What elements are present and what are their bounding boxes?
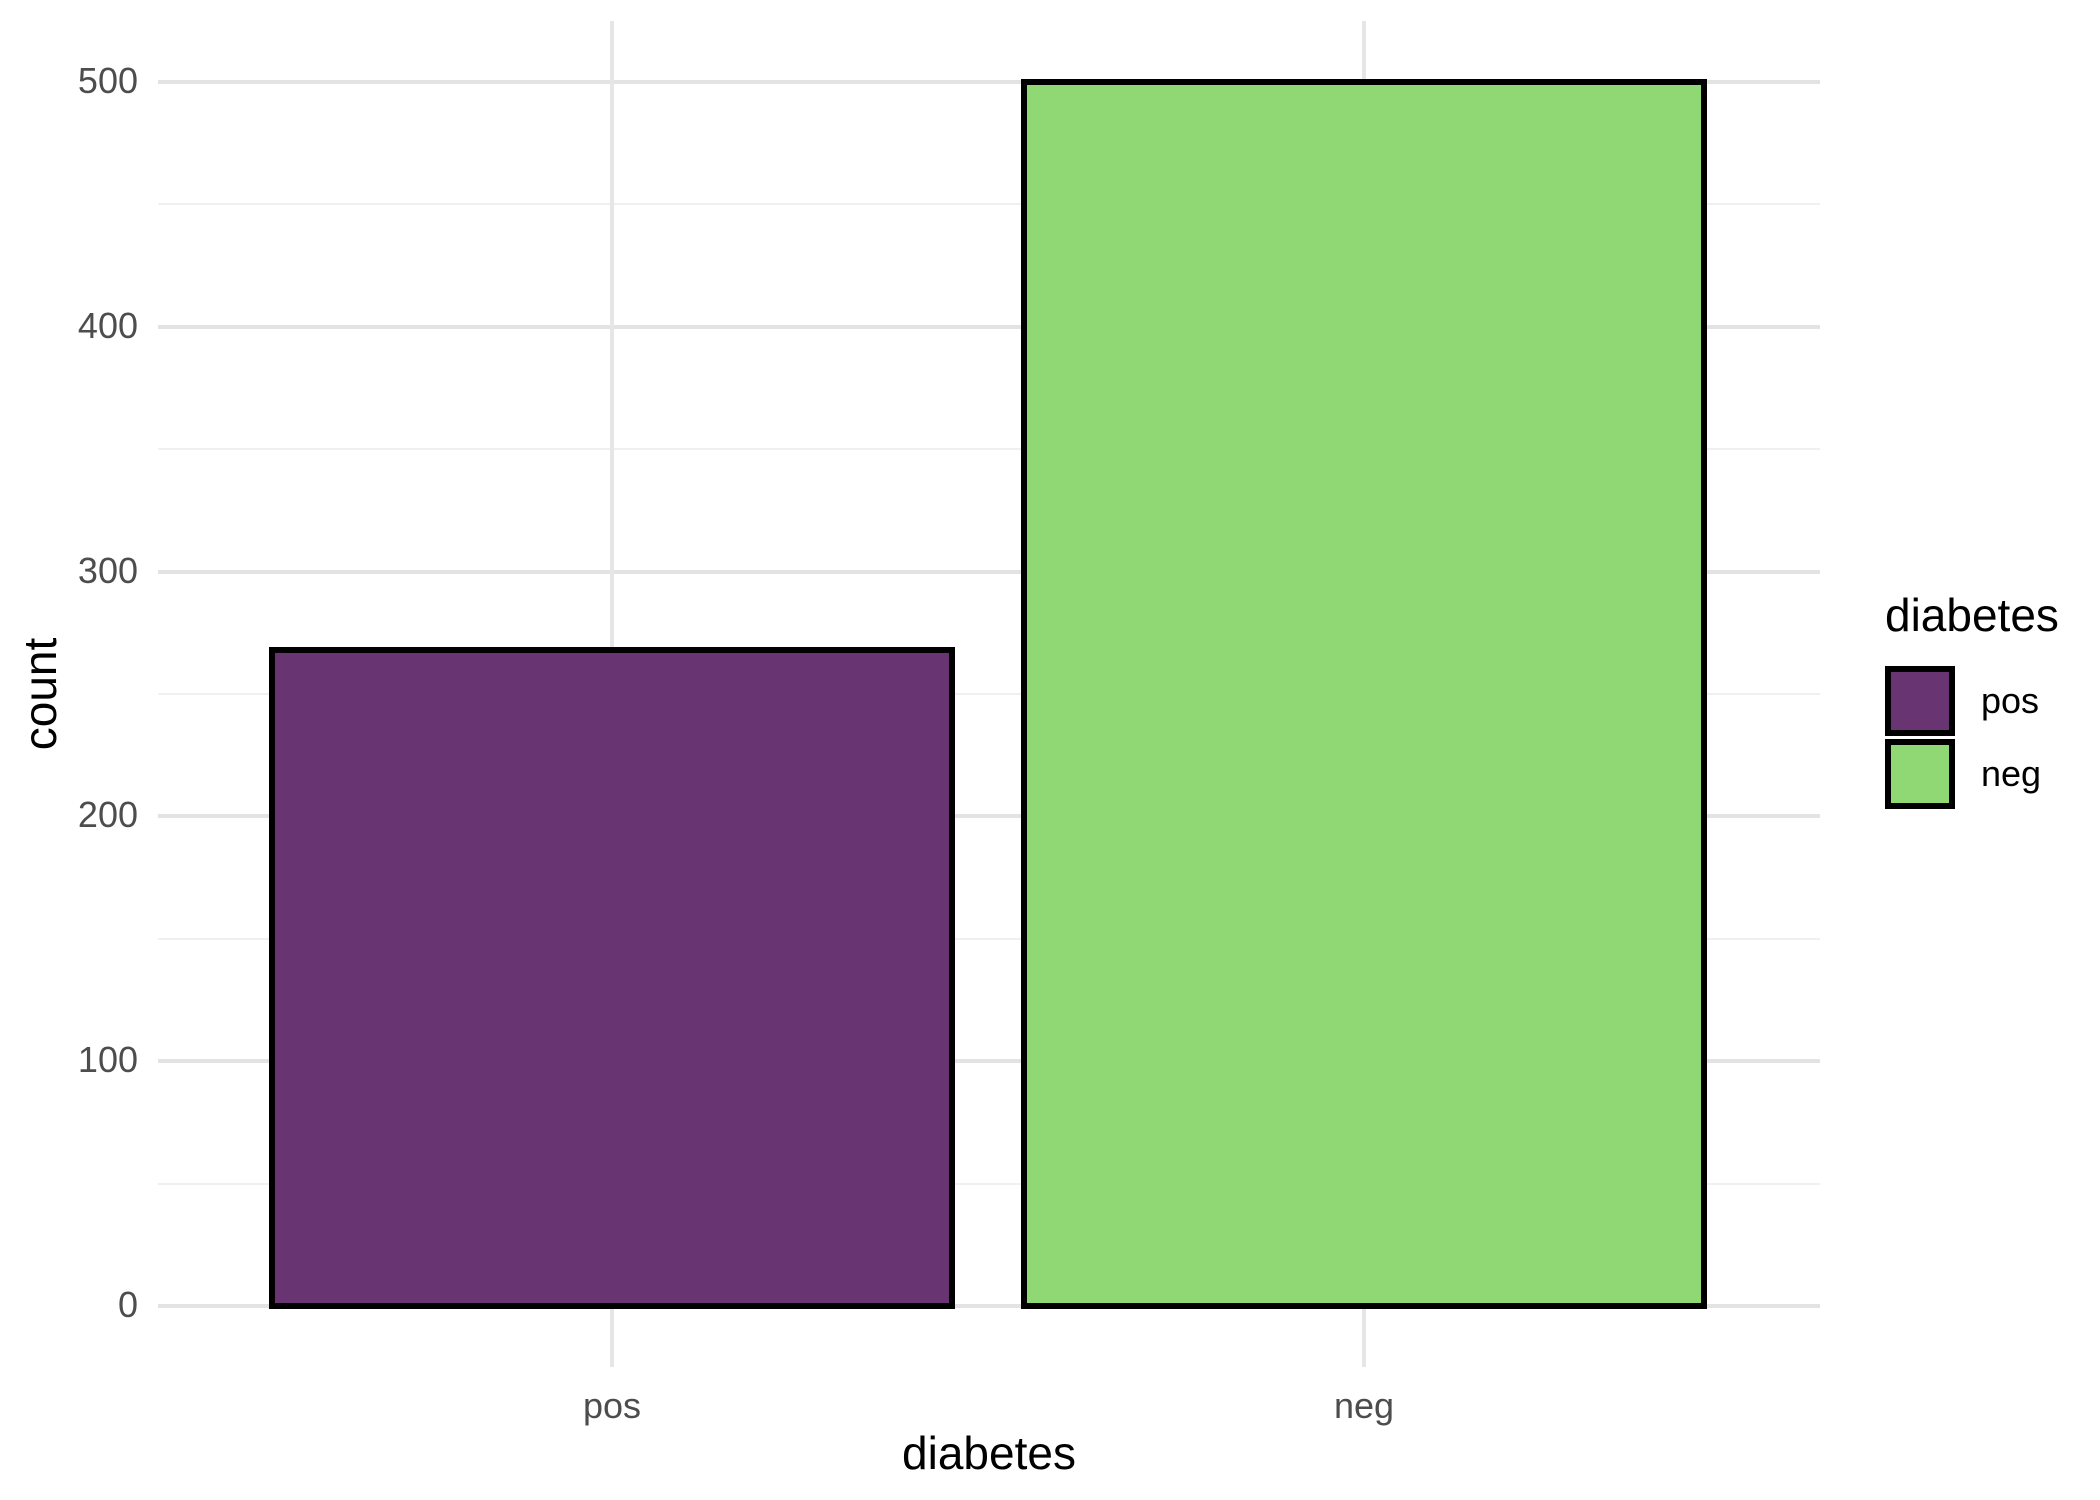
y-tick-label-0: 0 xyxy=(117,1284,138,1326)
bar-neg xyxy=(1021,79,1707,1309)
y-tick-label-200: 200 xyxy=(77,794,138,836)
x-tick-label-neg: neg xyxy=(1333,1385,1395,1426)
gridline-major-y300 xyxy=(158,569,1820,574)
x-axis-title: diabetes xyxy=(902,1427,1076,1479)
y-tick-label-300: 300 xyxy=(77,549,138,591)
y-tick-label-400: 400 xyxy=(77,304,138,346)
legend-label-pos: pos xyxy=(1981,680,2040,721)
y-tick-label-100: 100 xyxy=(77,1039,138,1081)
legend-key-neg-swatch xyxy=(1885,739,1955,809)
legend-key-pos-swatch xyxy=(1885,666,1955,736)
gridline-major-y500 xyxy=(158,80,1820,84)
gridline-minor-y450 xyxy=(158,203,1820,206)
legend: diabetes pos neg xyxy=(1885,588,2100,812)
gridline-minor-y150 xyxy=(158,937,1820,940)
legend-entry-neg: neg xyxy=(1885,739,2100,809)
gridline-minor-y350 xyxy=(158,448,1820,451)
legend-label-neg: neg xyxy=(1981,753,2042,794)
legend-entries: pos neg xyxy=(1885,666,2100,809)
gridline-major-y100 xyxy=(158,1059,1820,1064)
legend-title: diabetes xyxy=(1885,589,2059,641)
gridline-minor-y50 xyxy=(158,1182,1820,1185)
gridline-major-y0 xyxy=(158,1304,1820,1308)
gridline-minor-y250 xyxy=(158,693,1820,695)
gridline-major-y200 xyxy=(158,814,1820,819)
gridline-major-y400 xyxy=(158,324,1820,329)
legend-entry-pos: pos xyxy=(1885,666,2100,736)
plot-panel xyxy=(158,21,1820,1367)
y-tick-label-500: 500 xyxy=(77,60,138,102)
x-tick-label-pos: pos xyxy=(582,1385,642,1426)
y-axis-title: count xyxy=(14,637,66,751)
bar-pos xyxy=(269,646,955,1309)
